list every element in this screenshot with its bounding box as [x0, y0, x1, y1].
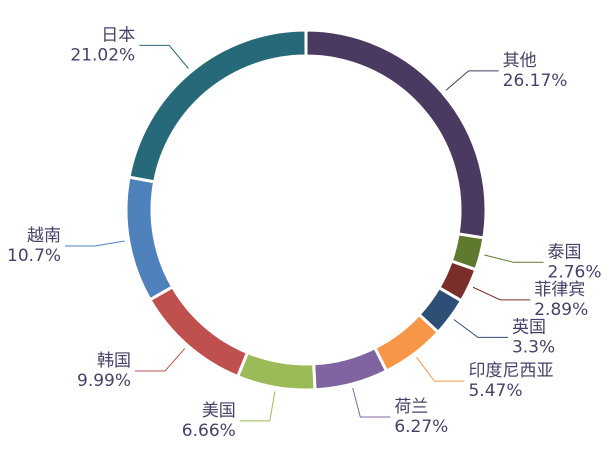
donut-slice: [124, 175, 175, 302]
leader-line: [484, 254, 544, 263]
donut-slice: [127, 28, 308, 184]
value-label: 6.27%: [394, 417, 448, 437]
slice-label: 韩国: [97, 351, 131, 371]
slice-label: 英国: [512, 317, 546, 337]
slice-label: 美国: [202, 401, 236, 421]
slice-label: 日本: [101, 25, 135, 45]
leader-line: [416, 356, 465, 382]
leader-line: [65, 240, 125, 247]
slice-label: 荷兰: [394, 397, 428, 417]
slice-label: 其他: [503, 51, 537, 71]
donut-slice: [372, 312, 441, 374]
leader-line: [453, 319, 508, 338]
value-label: 2.76%: [548, 262, 602, 282]
slice-label: 越南: [27, 226, 61, 246]
slice-label: 印度尼西亚: [468, 361, 553, 381]
leader-line: [352, 387, 391, 418]
donut-slice: [147, 284, 250, 379]
value-label: 9.99%: [77, 371, 131, 391]
leader-line: [239, 391, 276, 422]
value-label: 3.3%: [512, 337, 555, 357]
slice-label: 泰国: [548, 242, 582, 262]
donut-slice: [312, 345, 389, 392]
value-label: 2.89%: [534, 300, 588, 320]
value-label: 10.7%: [7, 246, 61, 266]
value-label: 26.17%: [503, 71, 568, 91]
value-label: 6.66%: [182, 421, 236, 441]
donut-slice: [304, 28, 488, 240]
leader-line: [139, 44, 189, 69]
leader-line: [445, 70, 499, 91]
slice-label: 菲律宾: [534, 280, 585, 300]
donut-slice: [235, 350, 317, 392]
value-label: 5.47%: [468, 381, 522, 401]
leader-line: [472, 286, 531, 301]
value-label: 21.02%: [70, 45, 135, 65]
leader-line: [135, 348, 186, 372]
